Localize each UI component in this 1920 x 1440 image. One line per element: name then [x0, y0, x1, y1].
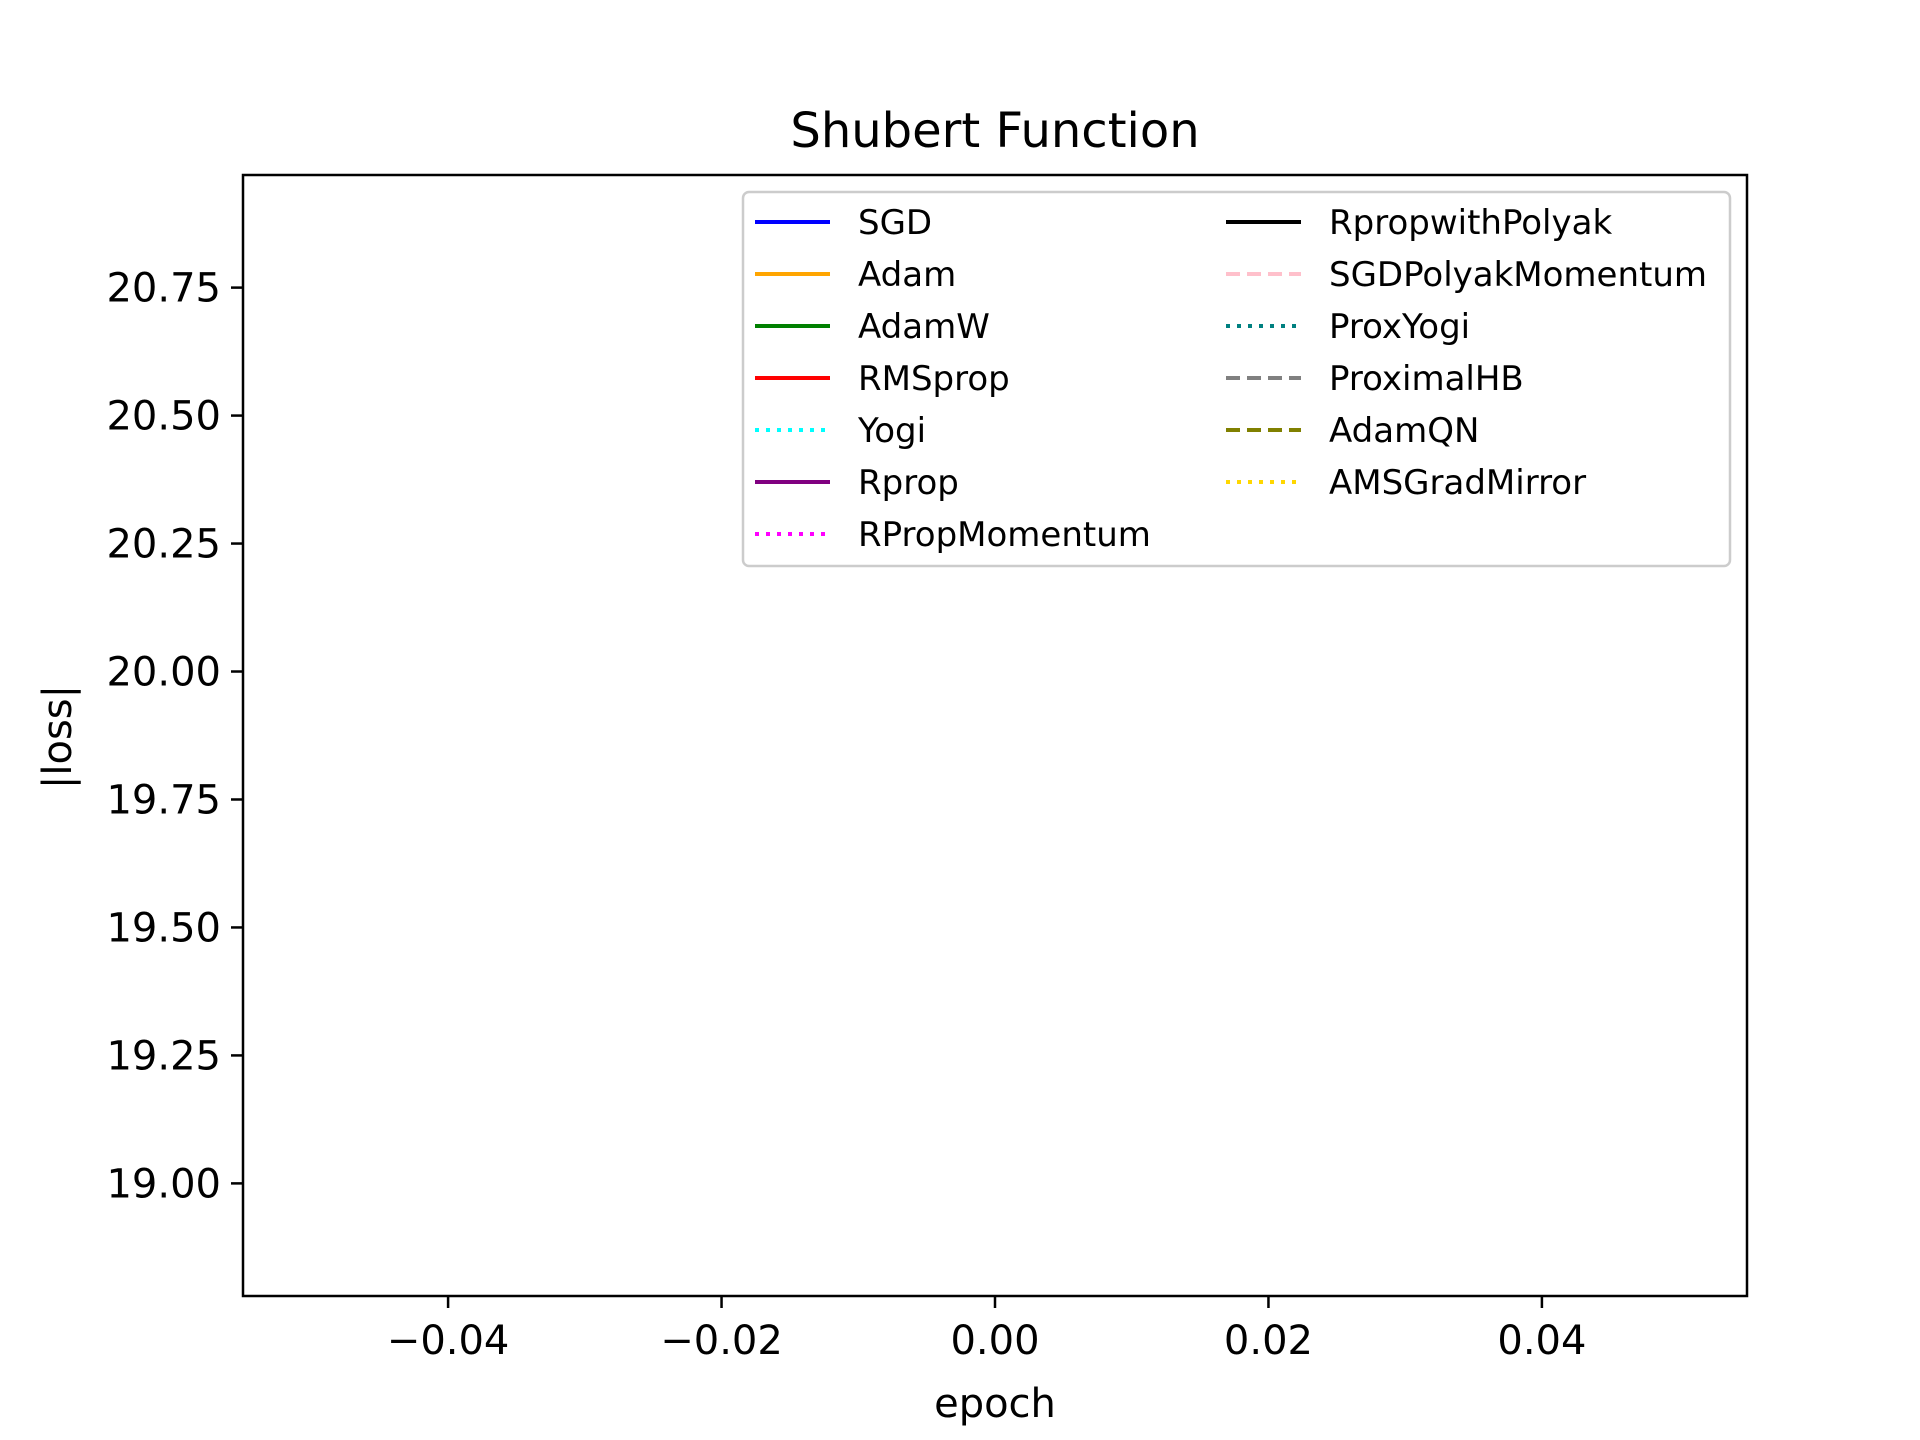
legend-label-amsgradmirror: AMSGradMirror	[1329, 463, 1586, 503]
legend-label-rpropwithpolyak: RpropwithPolyak	[1329, 203, 1612, 243]
legend-label-rprop: Rprop	[858, 463, 959, 503]
y-tick-label: 19.00	[106, 1161, 221, 1207]
y-tick-label: 19.25	[106, 1033, 221, 1079]
y-tick-label: 19.50	[106, 905, 221, 951]
legend-label-sgd: SGD	[858, 203, 932, 243]
y-axis: 19.00 19.25 19.50 19.75 20.00 20.25 20.50 20.75	[106, 266, 243, 1207]
chart-title: Shubert Function	[790, 103, 1199, 159]
y-tick-label: 20.75	[106, 266, 221, 312]
legend-label-rmsprop: RMSprop	[858, 359, 1010, 399]
x-tick-label: 0.04	[1497, 1318, 1586, 1364]
legend-label-adamw: AdamW	[858, 307, 990, 347]
legend-label-proxyogi: ProxYogi	[1329, 307, 1470, 347]
legend-label-proximalhb: ProximalHB	[1329, 359, 1524, 399]
legend-label-yogi: Yogi	[857, 411, 926, 451]
legend: SGD Adam AdamW RMSprop Yogi Rprop RPropMomentu…	[741, 190, 1732, 568]
legend-items: SGD Adam AdamW RMSprop Yogi Rprop RPropMomentu…	[755, 203, 1707, 555]
y-tick-label: 20.50	[106, 394, 221, 440]
x-axis: −0.04 −0.02 0.00 0.02 0.04	[387, 1296, 1586, 1364]
y-tick-label: 19.75	[106, 777, 221, 823]
legend-label-adam: Adam	[858, 255, 956, 295]
y-axis-title: |loss|	[35, 685, 81, 789]
x-tick-label: 0.02	[1224, 1318, 1313, 1364]
legend-label-sgdpolyakmomentum: SGDPolyakMomentum	[1329, 255, 1707, 295]
y-tick-label: 20.25	[106, 522, 221, 568]
x-tick-label: 0.00	[950, 1318, 1039, 1364]
x-tick-label: −0.02	[660, 1318, 783, 1364]
legend-label-rpropmomentum: RPropMomentum	[858, 515, 1151, 555]
x-tick-label: −0.04	[387, 1318, 510, 1364]
x-axis-title: epoch	[934, 1381, 1056, 1427]
y-tick-label: 20.00	[106, 650, 221, 696]
legend-label-adamqn: AdamQN	[1329, 411, 1479, 451]
